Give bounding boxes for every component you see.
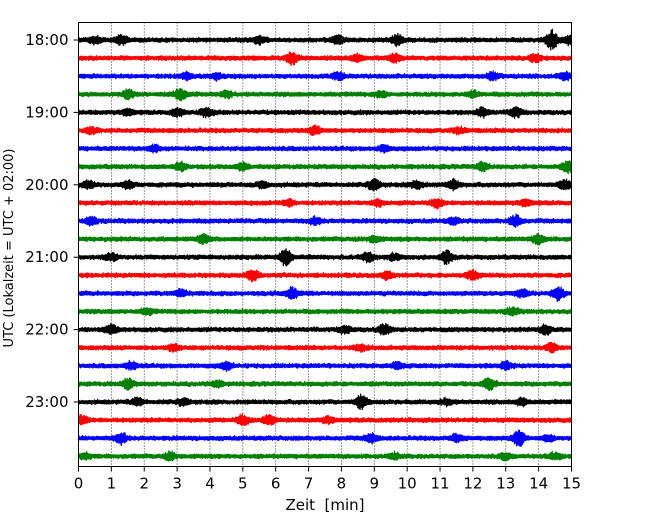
x-tick-label-8: 8 <box>337 475 347 493</box>
trace-2345 <box>77 450 573 462</box>
x-tick-label-11: 11 <box>430 475 449 493</box>
trace-2115 <box>77 268 573 283</box>
trace-1915 <box>77 124 573 137</box>
x-axis: 0 1 2 3 4 5 6 7 8 9 10 11 12 13 14 15 <box>74 466 581 493</box>
trace-1800 <box>77 28 573 51</box>
x-tick-label-1: 1 <box>107 475 117 493</box>
y-tick-label: 19:00 <box>25 103 68 121</box>
x-grid <box>110 22 540 467</box>
x-tick-label-7: 7 <box>304 475 314 493</box>
x-tick-label-5: 5 <box>238 475 248 493</box>
x-tick-label-9: 9 <box>370 475 380 493</box>
x-axis-label: Zeit [min] <box>285 496 364 514</box>
y-axis-label: UTC (Lokalzeit = UTC + 02:00) <box>2 149 17 348</box>
trace-2200 <box>77 322 573 336</box>
trace-2300 <box>77 393 573 411</box>
trace-2015 <box>77 197 573 210</box>
trace-2315 <box>77 413 573 427</box>
trace-1830 <box>77 70 573 82</box>
trace-1815 <box>77 51 573 66</box>
x-tick-label-14: 14 <box>529 475 548 493</box>
y-tick-label: 20:00 <box>25 176 68 194</box>
trace-1845 <box>77 87 573 102</box>
trace-2230 <box>77 359 573 373</box>
y-axis: 18:00 19:00 20:00 21:00 22:00 23:00 <box>25 31 79 411</box>
x-tick-label-3: 3 <box>172 475 182 493</box>
x-tick-label-6: 6 <box>271 475 281 493</box>
trace-2030 <box>77 213 573 229</box>
x-tick-label-13: 13 <box>496 475 515 493</box>
y-tick-label: 21:00 <box>25 248 68 266</box>
x-tick-label-12: 12 <box>463 475 482 493</box>
trace-group <box>77 28 573 462</box>
trace-2000 <box>77 177 573 192</box>
trace-2130 <box>77 285 573 303</box>
x-tick-label-10: 10 <box>398 475 417 493</box>
trace-2330 <box>77 429 573 447</box>
trace-2245 <box>77 377 573 392</box>
trace-1930 <box>77 143 573 154</box>
trace-1945 <box>77 160 573 175</box>
trace-1900 <box>77 105 573 119</box>
x-tick-label-15: 15 <box>562 475 581 493</box>
y-tick-label: 22:00 <box>25 321 68 339</box>
x-tick-label-0: 0 <box>74 475 84 493</box>
y-tick-label: 23:00 <box>25 393 68 411</box>
trace-2145 <box>77 306 573 317</box>
trace-2215 <box>77 341 573 354</box>
x-tick-label-2: 2 <box>139 475 149 493</box>
y-tick-label: 18:00 <box>25 31 68 49</box>
plot-frame <box>78 22 572 467</box>
trace-2045 <box>77 232 573 246</box>
trace-2100 <box>77 248 573 267</box>
x-tick-label-4: 4 <box>205 475 215 493</box>
